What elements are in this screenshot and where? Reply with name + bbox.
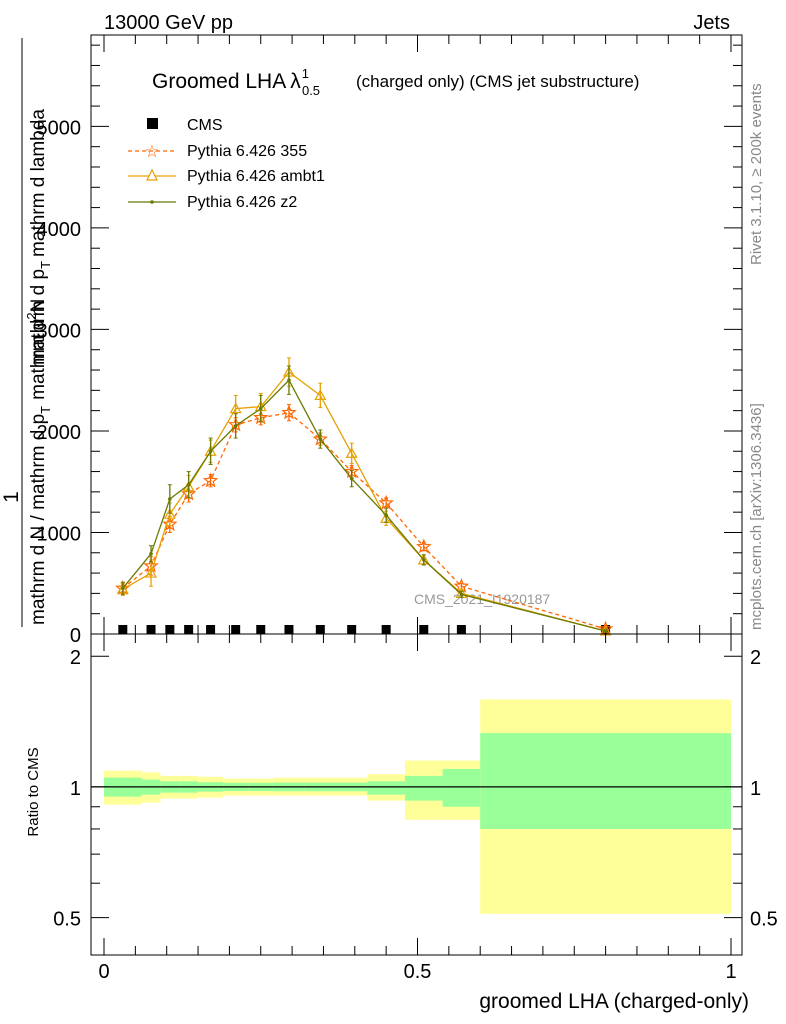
energy-label: 13000 GeV pp	[104, 12, 233, 34]
legend-ambt1-label: Pythia 6.426 ambt1	[187, 168, 325, 185]
x-tick-label: 1	[725, 961, 736, 983]
ylabel-n: N	[28, 299, 49, 313]
plot-title-subscript: 0.5	[302, 83, 320, 98]
cms-data-point	[347, 625, 357, 634]
cms-data-point	[146, 625, 156, 634]
main-ytick-label: 2000	[37, 422, 82, 444]
main-ytick-label: 0	[70, 625, 81, 647]
data-point-dot	[318, 437, 323, 441]
series-line-star	[122, 412, 606, 630]
cms-data-point	[256, 625, 266, 634]
ylabel-numerator-one: 1	[0, 491, 23, 503]
ratio-bands	[104, 699, 731, 914]
x-tick-label: 0	[98, 961, 109, 983]
data-point-star	[162, 516, 178, 531]
ratio-inner-band	[404, 775, 443, 801]
ratio-inner-band	[480, 733, 731, 829]
ylabel-d2: mathrm d	[28, 320, 49, 400]
ratio-ytick-label-right: 2	[750, 647, 761, 669]
legend-355-marker: ☆	[144, 142, 159, 161]
data-point-dot	[149, 551, 153, 556]
cms-data-point	[231, 625, 241, 634]
data-point-dot	[121, 586, 125, 591]
ylabel-dpt2: mathrm d p	[28, 269, 49, 365]
legend-355-label: Pythia 6.426 355	[187, 143, 307, 160]
rivet-version-text: Rivet 3.1.10, ≥ 200k events	[748, 83, 765, 265]
data-point-triangle	[345, 447, 358, 458]
legend-cms-marker	[147, 118, 158, 129]
main-data	[115, 357, 614, 636]
ylabel-sup-2: 2	[24, 312, 39, 319]
data-point-dot	[384, 513, 388, 518]
main-ytick-label: 3000	[37, 320, 82, 342]
main-y-axis-label: 1 mathrm d N / mathrm d pTmathrm d2N mat…	[0, 38, 53, 627]
data-point-triangle	[314, 389, 327, 401]
ratio-ticks: 0.5 0.5 1 1 2 2 0 0.5 1	[53, 634, 778, 983]
cms-data-point	[206, 625, 216, 634]
data-point-star	[202, 472, 219, 488]
main-ytick-label: 5000	[37, 117, 82, 139]
cms-data-point	[456, 625, 466, 634]
data-point-dot	[421, 558, 426, 562]
data-point-dot	[258, 406, 263, 411]
plot-title-text: Groomed LHA	[152, 70, 286, 93]
ratio-plot: 0.5 0.5 1 1 2 2 0 0.5 1	[53, 633, 778, 983]
ratio-plot-frame	[90, 633, 743, 956]
data-point-dot	[168, 497, 172, 501]
ylabel-sub-t2: T	[38, 261, 53, 269]
data-point-dot	[233, 424, 238, 428]
data-point-star	[378, 494, 394, 510]
cms-data-point	[419, 625, 429, 634]
ratio-inner-band	[367, 781, 405, 795]
legend-z2-label: Pythia 6.426 z2	[187, 194, 297, 211]
legend: CMS ☆ Pythia 6.426 355 Pythia 6.426 ambt…	[128, 117, 325, 211]
process-label: Jets	[693, 12, 730, 34]
data-point-triangle	[229, 402, 242, 414]
ylabel-denominator: mathrm d N / mathrm d pTmathrm d2N	[24, 299, 53, 625]
cms-data-point	[284, 625, 294, 634]
ratio-ytick-label-left: 0.5	[53, 909, 81, 931]
data-point-dot	[349, 476, 354, 481]
cms-data-point	[118, 625, 128, 634]
legend-cms-label: CMS	[187, 117, 223, 134]
plot-subtitle: (charged only) (CMS jet substructure)	[356, 72, 639, 91]
main-ticks: 0 1000 2000 3000 4000 5000	[37, 35, 742, 647]
data-point-dot	[603, 629, 608, 633]
series-line-dot	[122, 379, 606, 632]
data-point-dot	[287, 378, 291, 382]
plot-title-lambda: λ	[290, 70, 301, 93]
cms-data-point	[184, 625, 194, 634]
data-point-triangle	[163, 507, 176, 519]
cms-data-point	[381, 625, 391, 634]
data-point-star	[416, 538, 432, 554]
main-ytick-label: 4000	[37, 219, 82, 241]
ylabel-sub-t1: T	[38, 406, 53, 414]
ylabel-dlambda: mathrm d lambda	[28, 109, 49, 257]
data-point-dot	[459, 592, 464, 597]
plot-title: Groomed LHA λ1 0.5	[152, 66, 320, 98]
legend-ambt1-marker	[146, 168, 158, 181]
ratio-y-axis-label: Ratio to CMS	[25, 747, 42, 836]
data-point-dot	[186, 482, 191, 487]
cms-data-point	[315, 625, 325, 634]
x-tick-label: 0.5	[404, 961, 432, 983]
data-point-star	[281, 404, 297, 420]
ylabel-dndpt: mathrm d N / mathrm d p	[28, 414, 49, 625]
ratio-ytick-label-right: 1	[750, 778, 761, 800]
ratio-inner-band	[442, 768, 481, 807]
main-ytick-label: 1000	[37, 523, 82, 545]
cms-data-point	[165, 625, 175, 634]
x-axis-label: groomed LHA (charged-only)	[479, 990, 749, 1013]
ratio-ytick-label-right: 0.5	[750, 909, 778, 931]
ratio-ytick-label-left: 1	[70, 778, 81, 800]
ylabel-lower-pt: mathrm d pTmathrm d lambda	[28, 109, 53, 365]
plot-title-superscript: 1	[302, 66, 309, 81]
legend-z2-marker	[150, 200, 154, 204]
ratio-ytick-label-left: 2	[70, 647, 81, 669]
data-point-triangle	[145, 566, 158, 578]
data-point-dot	[208, 449, 213, 454]
mcplots-credit-text: mcplots.cern.ch [arXiv:1306.3436]	[748, 403, 765, 630]
